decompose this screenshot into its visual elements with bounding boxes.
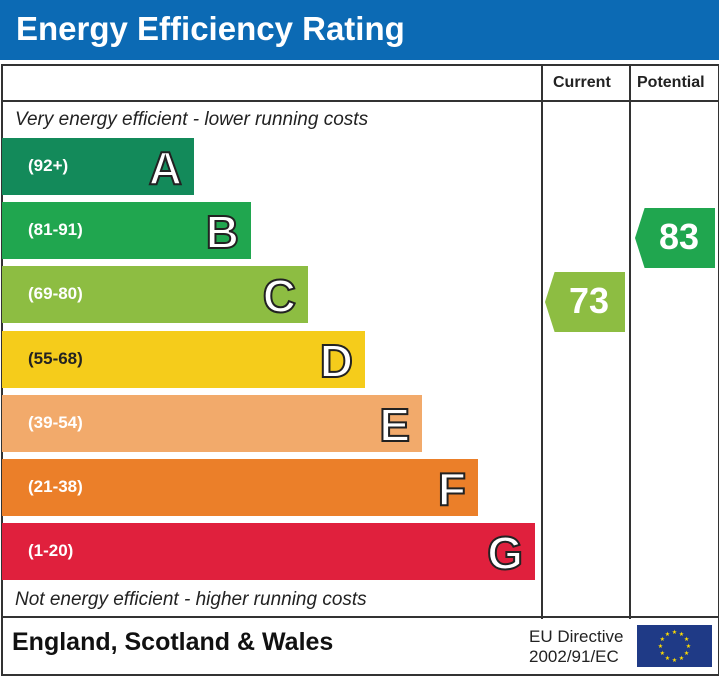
star-icon: ★ xyxy=(684,650,689,657)
band-c: (69-80) C xyxy=(2,266,308,323)
eu-directive: EU Directive 2002/91/EC xyxy=(529,627,623,667)
band-letter: C xyxy=(262,269,297,323)
band-range: (21-38) xyxy=(28,477,83,496)
title-bar: Energy Efficiency Rating xyxy=(0,0,719,60)
potential-rating-arrow-value: 83 xyxy=(658,216,699,257)
band-letter: E xyxy=(378,398,411,452)
potential-rating-arrow: 83 xyxy=(635,208,715,268)
star-icon: ★ xyxy=(660,650,665,657)
band-range: (55-68) xyxy=(28,349,83,368)
current-header: Current xyxy=(553,74,611,91)
star-icon: ★ xyxy=(665,631,670,638)
band-b: (81-91) B xyxy=(2,202,251,259)
band-range: (1-20) xyxy=(28,541,74,560)
band-range: (81-91) xyxy=(28,220,83,239)
band-range: (92+) xyxy=(28,156,69,175)
directive-line2: 2002/91/EC xyxy=(529,647,619,666)
star-icon: ★ xyxy=(660,636,665,643)
header-divider xyxy=(1,100,718,102)
column-divider xyxy=(541,64,543,619)
current-rating-arrow-value: 73 xyxy=(568,280,609,321)
top-caption: Very energy efficient - lower running co… xyxy=(15,109,369,130)
eu-flag-icon: ★★★★★★★★★ ★ ★★ xyxy=(637,625,712,667)
band-g: (1-20) G xyxy=(2,523,535,580)
current-rating-arrow: 73 xyxy=(545,272,625,332)
band-letter: F xyxy=(437,462,467,516)
star-icon: ★ xyxy=(658,643,663,650)
star-icon: ★ xyxy=(679,631,684,638)
bottom-caption: Not energy efficient - higher running co… xyxy=(15,589,367,610)
band-e: (39-54) E xyxy=(2,395,422,452)
potential-header: Potential xyxy=(637,74,705,91)
band-letter: D xyxy=(319,334,354,388)
footer-divider xyxy=(1,616,718,618)
band-range: (39-54) xyxy=(28,413,83,432)
star-icon: ★ xyxy=(672,629,677,636)
band-f: (21-38) F xyxy=(2,459,478,516)
region-label: England, Scotland & Wales xyxy=(12,628,334,656)
band-d: (55-68) D xyxy=(2,331,365,388)
column-divider xyxy=(629,64,631,619)
star-icon: ★ xyxy=(672,657,677,664)
band-range: (69-80) xyxy=(28,284,83,303)
band-letter: B xyxy=(205,205,240,259)
directive-line1: EU Directive xyxy=(529,627,624,646)
star-icon: ★ xyxy=(665,655,670,662)
band-letter: G xyxy=(486,526,524,580)
chart-title: Energy Efficiency Rating xyxy=(16,10,405,47)
star-icon: ★ xyxy=(684,636,689,643)
star-icon: ★ xyxy=(679,655,684,662)
star-icon: ★ xyxy=(686,643,691,650)
band-letter: A xyxy=(148,141,183,195)
band-a: (92+) A xyxy=(2,138,194,195)
